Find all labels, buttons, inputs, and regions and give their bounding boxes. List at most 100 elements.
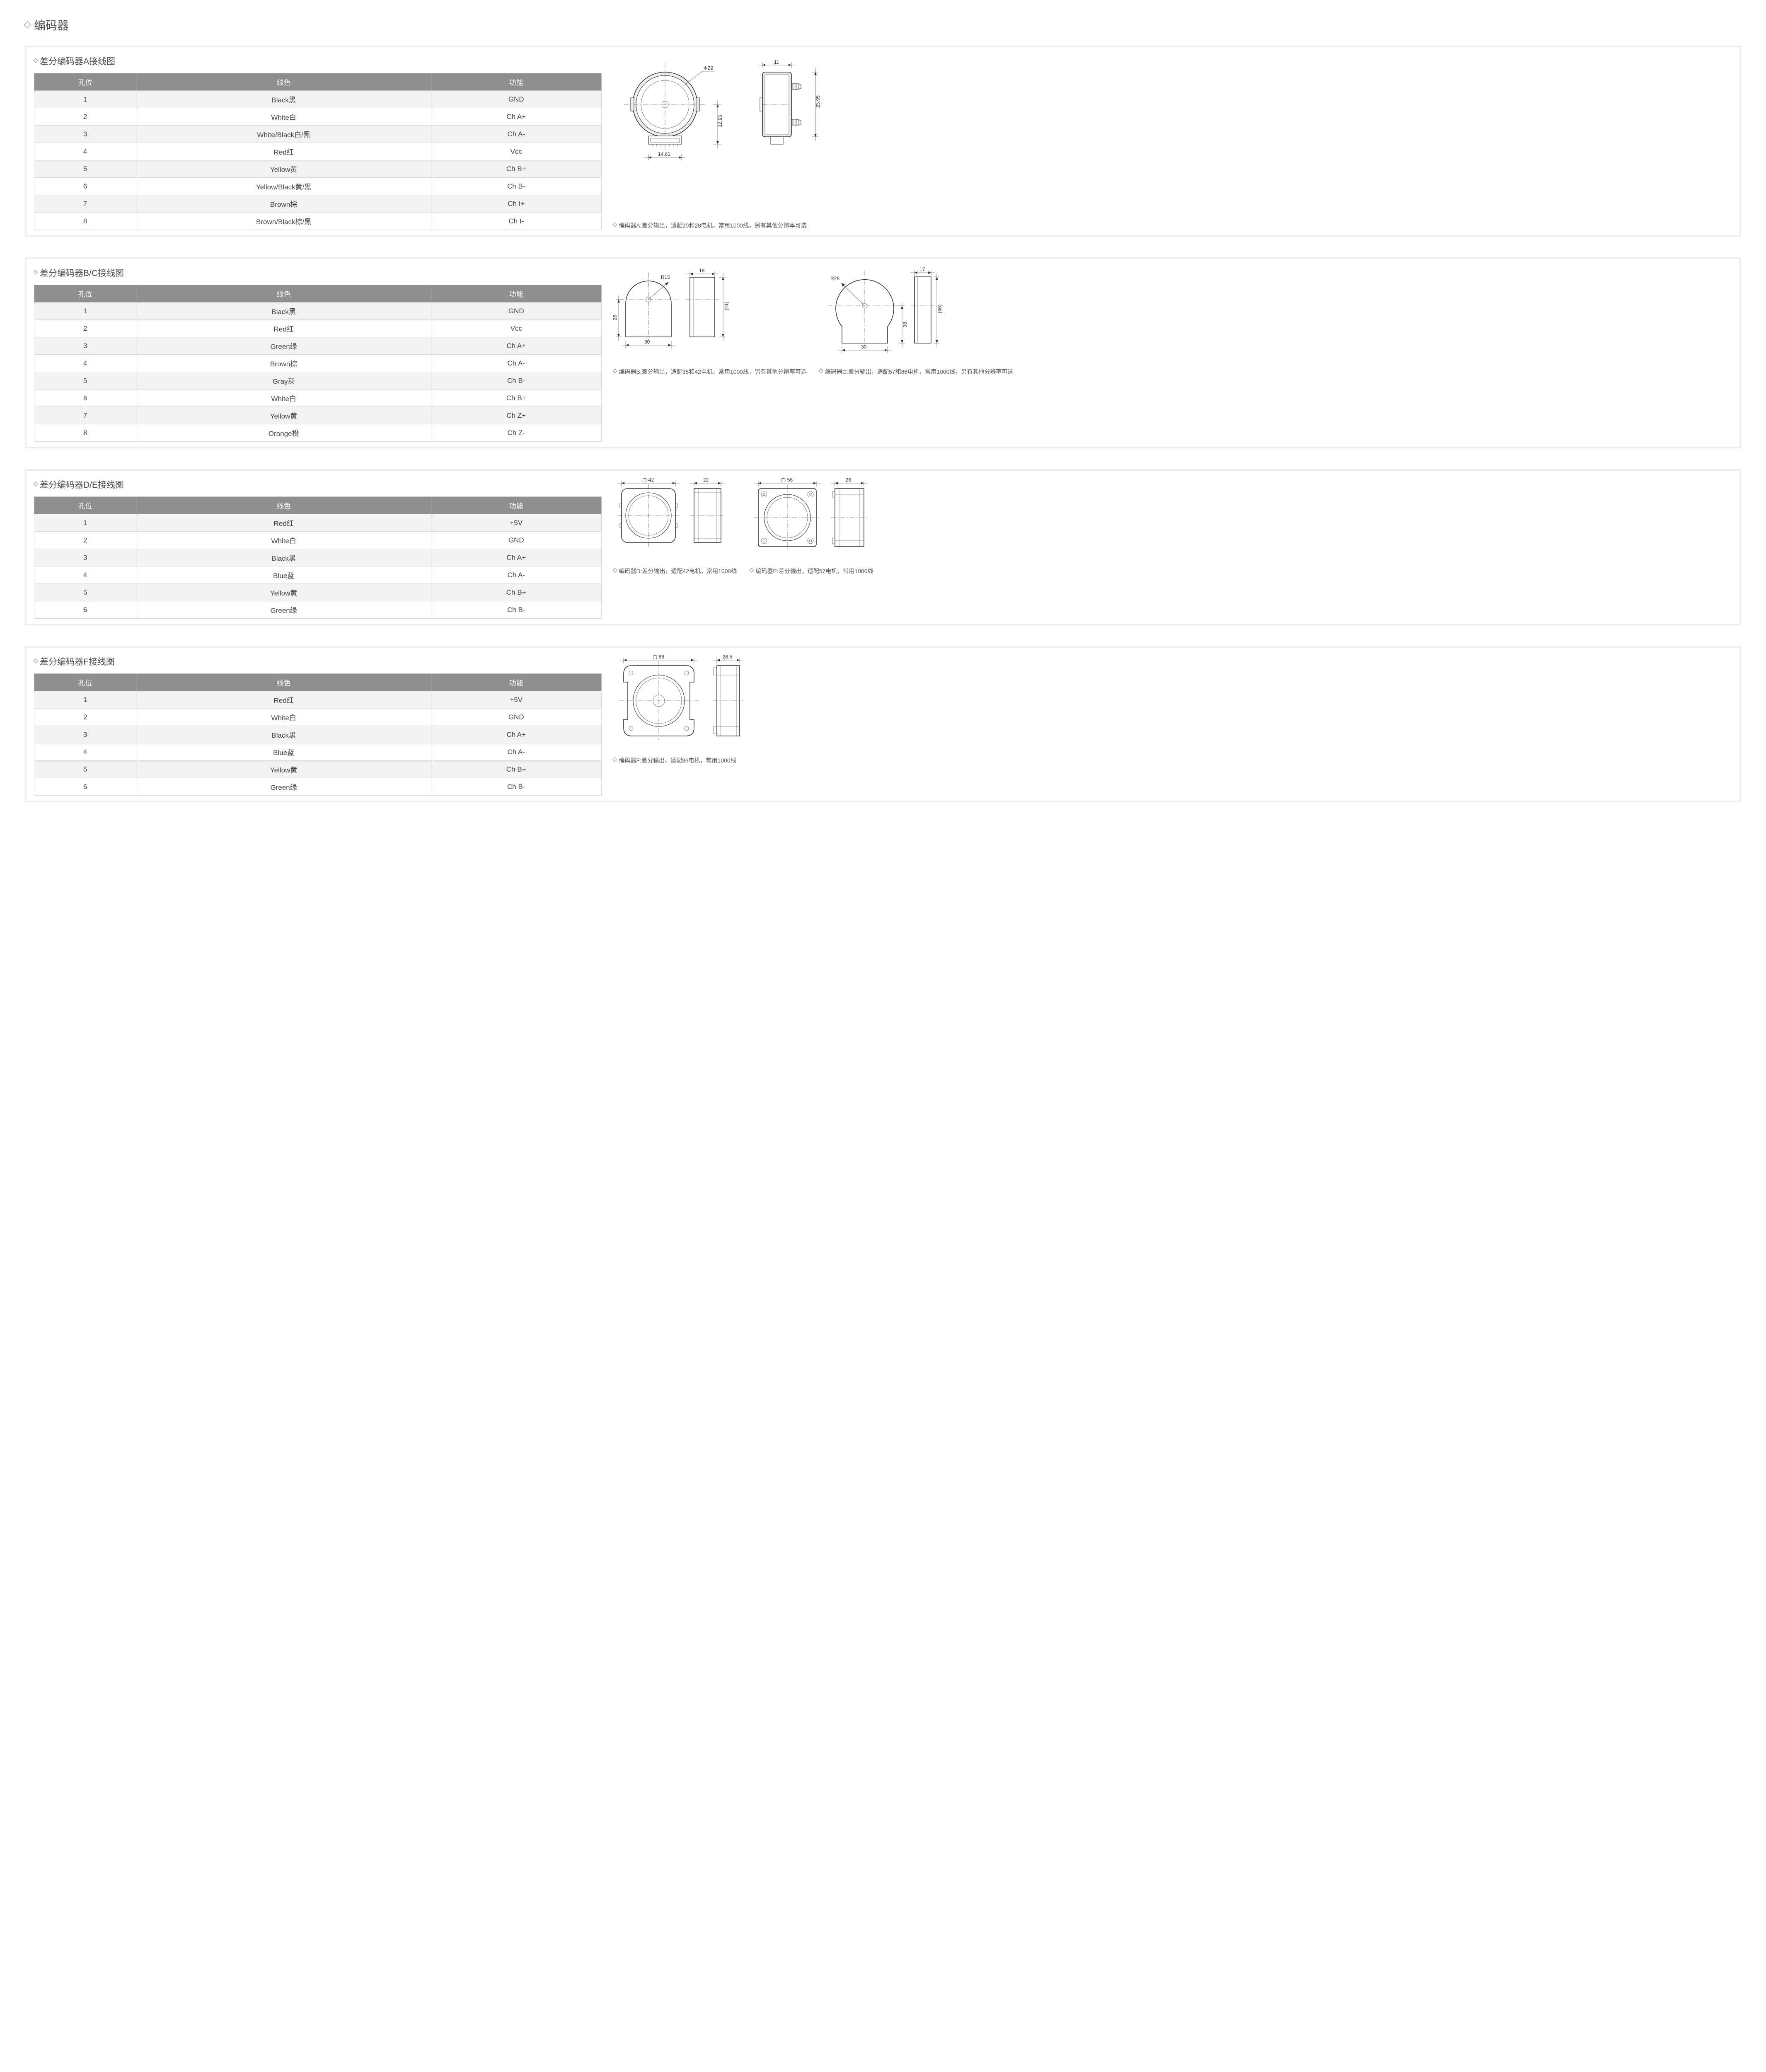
cell-wire: Red红 [136,514,431,532]
svg-text:▢ 42: ▢ 42 [642,478,654,483]
page-title: 编码器 [25,17,1741,33]
cell-wire: Gray灰 [136,372,431,390]
svg-text:11: 11 [774,59,779,65]
section-de-title: 差分编码器D/E接线图 [34,478,602,491]
table-row: 5 Yellow黄 Ch B+ [34,160,602,178]
cell-func: Ch A- [431,743,601,761]
table-row: 4 Red红 Vcc [34,143,602,160]
table-row: 2 White白 GND [34,532,602,549]
section-encoder-de: 差分编码器D/E接线图 孔位 线色 功能 1 Red红 +5V 2 White白… [25,469,1741,625]
cell-pos: 7 [34,195,136,213]
cell-wire: Brown棕 [136,355,431,372]
cell-func: Ch A- [431,355,601,372]
cell-pos: 6 [34,390,136,407]
table-row: 2 Red红 Vcc [34,320,602,337]
cell-wire: Red红 [136,143,431,160]
cell-pos: 5 [34,372,136,390]
svg-text:(41): (41) [723,302,729,310]
encoder-b-figure: R15 30 26 [613,266,807,376]
cell-wire: Green绿 [136,337,431,355]
table-row: 2 White白 GND [34,709,602,726]
cell-pos: 8 [34,213,136,230]
cell-wire: White/Black白/黑 [136,126,431,143]
table-row: 1 Black黑 GND [34,303,602,320]
svg-text:22: 22 [703,478,709,483]
cell-wire: Blue蓝 [136,566,431,584]
cell-wire: Black黑 [136,726,431,743]
cell-wire: White白 [136,709,431,726]
svg-text:26.5: 26.5 [723,655,733,660]
cell-func: Ch B- [431,372,601,390]
diamond-icon [612,222,617,227]
table-row: 8 Brown/Black棕/黑 Ch I- [34,213,602,230]
cell-wire: Yellow黄 [136,584,431,601]
cell-pos: 1 [34,303,136,320]
table-row: 8 Orange橙 Ch Z- [34,424,602,442]
cell-pos: 6 [34,178,136,195]
caption-a: 编码器A:差分输出，适配20和28电机，常用1000线，另有其他分辨率可选 [613,221,1732,230]
cell-wire: Green绿 [136,601,431,619]
cell-pos: 5 [34,761,136,778]
tbody-bc: 1 Black黑 GND 2 Red红 Vcc 3 Green绿 Ch A+ 4… [34,303,602,442]
cell-wire: Black黑 [136,303,431,320]
wiring-table-de: 孔位 线色 功能 1 Red红 +5V 2 White白 GND 3 Black… [34,496,602,619]
table-row: 1 Red红 +5V [34,514,602,532]
cell-func: Ch B+ [431,160,601,178]
cell-func: Ch Z+ [431,407,601,424]
cell-func: Ch A+ [431,549,601,566]
cell-wire: Yellow/Black黄/黑 [136,178,431,195]
svg-text:26: 26 [613,315,618,320]
cell-func: GND [431,532,601,549]
section-f-title: 差分编码器F接线图 [34,655,602,668]
cell-wire: Green绿 [136,778,431,796]
wiring-table-a: 孔位 线色 功能 1 Black黑 GND 2 White白 Ch A+ 3 W… [34,73,602,230]
cell-func: GND [431,709,601,726]
cell-func: Ch I- [431,213,601,230]
cell-pos: 3 [34,126,136,143]
wiring-table-f: 孔位 线色 功能 1 Red红 +5V 2 White白 GND 3 Black… [34,673,602,796]
th-wire: 线色 [136,73,431,91]
table-row: 6 White白 Ch B+ [34,390,602,407]
cell-wire: Orange橙 [136,424,431,442]
cell-pos: 2 [34,709,136,726]
tbody-f: 1 Red红 +5V 2 White白 GND 3 Black黑 Ch A+ 4… [34,691,602,796]
tbody-de: 1 Red红 +5V 2 White白 GND 3 Black黑 Ch A+ 4… [34,514,602,619]
cell-func: Ch B+ [431,761,601,778]
cell-func: +5V [431,514,601,532]
table-row: 3 Green绿 Ch A+ [34,337,602,355]
section-a-title: 差分编码器A接线图 [34,55,602,67]
cell-wire: Yellow黄 [136,160,431,178]
cell-func: Ch B+ [431,584,601,601]
section-bc-title: 差分编码器B/C接线图 [34,266,602,279]
caption-d: 编码器D:差分输出，适配42电机，常用1000线 [613,567,738,576]
table-row: 6 Green绿 Ch B- [34,778,602,796]
encoder-d-figure: ▢ 42 [613,478,738,576]
cell-func: Ch A+ [431,108,601,126]
encoder-f-figure: ▢ 86 [613,655,787,765]
section-encoder-f: 差分编码器F接线图 孔位 线色 功能 1 Red红 +5V 2 White白 G… [25,646,1741,802]
cell-pos: 5 [34,160,136,178]
cell-pos: 4 [34,566,136,584]
svg-text:R15: R15 [661,274,670,280]
svg-text:30: 30 [644,339,650,345]
encoder-e-figure: ▢ 56 [750,478,878,576]
cell-func: +5V [431,691,601,709]
diamond-icon [749,568,754,572]
table-row: 2 White白 Ch A+ [34,108,602,126]
cell-wire: Black黑 [136,91,431,108]
table-row: 5 Yellow黄 Ch B+ [34,584,602,601]
cell-func: Ch Z- [431,424,601,442]
table-row: 1 Red红 +5V [34,691,602,709]
diamond-icon [33,482,38,486]
cell-pos: 1 [34,91,136,108]
caption-f: 编码器F:差分输出，适配86电机，常用1000线 [613,756,787,765]
cell-pos: 3 [34,337,136,355]
diamond-icon [612,568,617,572]
cell-wire: Brown棕 [136,195,431,213]
table-row: 6 Green绿 Ch B- [34,601,602,619]
cell-pos: 3 [34,549,136,566]
svg-text:19: 19 [699,268,705,274]
cell-pos: 6 [34,601,136,619]
diamond-icon [33,658,38,663]
cell-func: Ch A- [431,126,601,143]
